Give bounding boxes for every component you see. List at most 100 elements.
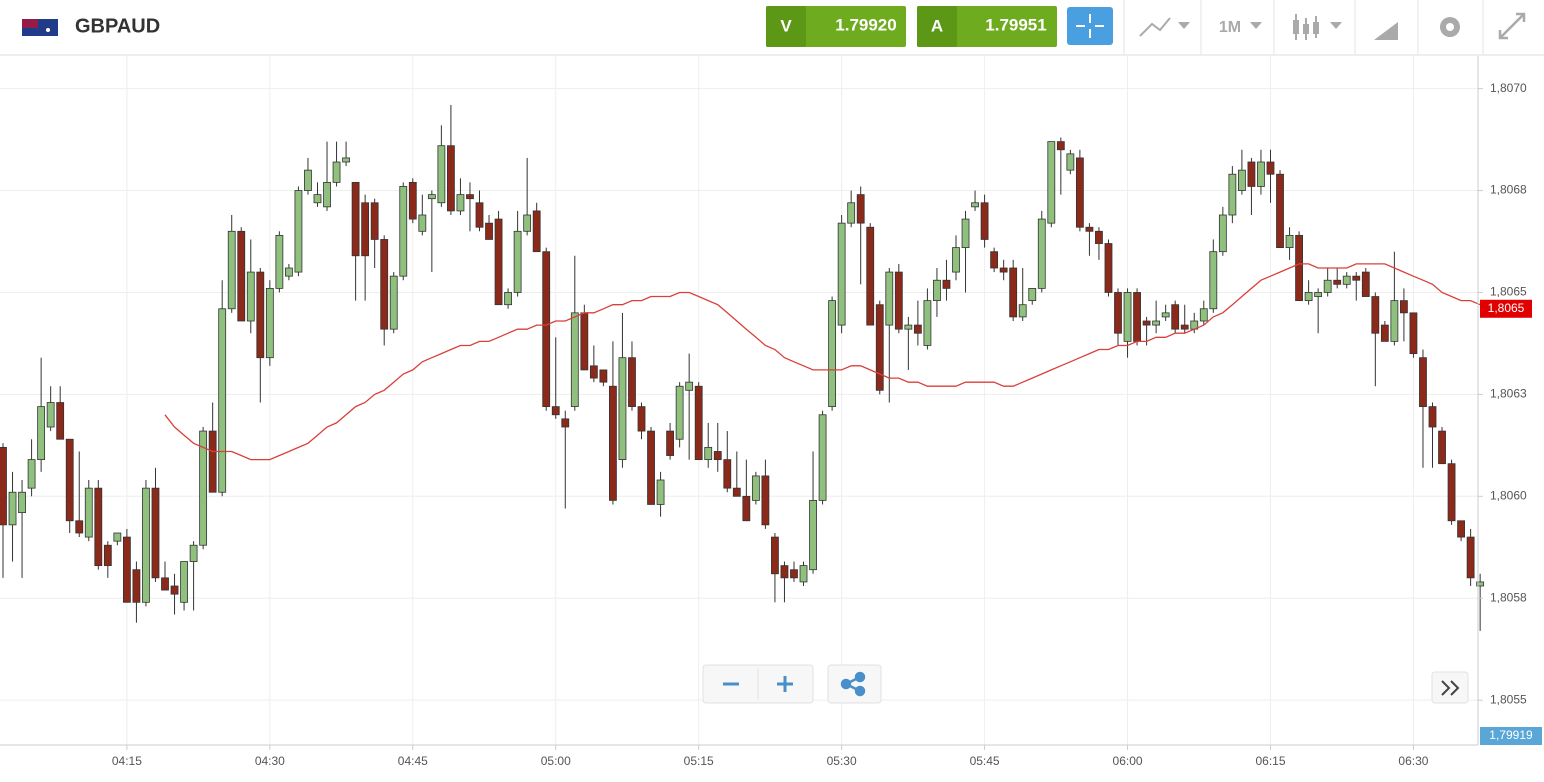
y-tick-label: 1,8068 [1490, 183, 1527, 197]
candle-body [599, 369, 608, 383]
candle-body [761, 475, 770, 526]
candle-body [856, 194, 865, 224]
share-button[interactable] [827, 664, 882, 704]
crosshair-icon [1076, 14, 1104, 38]
candle-body [542, 251, 551, 408]
candle-body [46, 402, 55, 428]
candle-body [828, 300, 837, 408]
candle-body [628, 357, 636, 408]
candle-body [1380, 324, 1389, 342]
sell-label-box [766, 6, 806, 47]
candle-body [866, 226, 875, 326]
x-tick-label: 04:15 [112, 754, 142, 768]
candle-body [704, 446, 713, 461]
candle-body [1047, 141, 1056, 224]
candle-body [732, 487, 741, 497]
candle-body [933, 279, 941, 302]
candle-body [246, 271, 255, 322]
x-tick-label: 04:30 [255, 754, 285, 768]
zoom-controls [702, 664, 1469, 704]
candle-body [94, 487, 103, 567]
y-tick-label: 1,8055 [1490, 692, 1527, 706]
candle-body [447, 145, 455, 212]
x-tick-label: 05:15 [684, 754, 714, 768]
candle-body [713, 451, 722, 461]
candle-body [961, 218, 970, 249]
candle-body [208, 430, 217, 493]
crosshair-button[interactable] [1067, 7, 1113, 45]
candle-body [618, 357, 627, 461]
symbol: GBPAUD [75, 15, 160, 37]
candle-body [399, 186, 408, 277]
plot [0, 56, 1485, 745]
candle-body [294, 190, 303, 273]
candle-body [408, 181, 417, 220]
candle-body [1028, 287, 1037, 302]
candle-body [1285, 234, 1294, 249]
candle-body [1133, 292, 1141, 342]
candle-body [1037, 218, 1046, 289]
candle-body [589, 365, 598, 379]
candle-body [799, 565, 808, 583]
candle-body [532, 210, 541, 253]
candle-body [256, 271, 265, 359]
candle-body [656, 479, 665, 505]
candle-body [771, 536, 779, 575]
x-tick-label: 06:15 [1255, 754, 1285, 768]
candle-body [161, 577, 169, 591]
candle-body [980, 202, 989, 240]
candle-body [37, 406, 46, 461]
candle-body [180, 561, 188, 603]
candle-body [313, 194, 322, 204]
y-tick-label: 1,8058 [1490, 590, 1527, 604]
sell-label: V [780, 16, 792, 35]
candle-body [723, 459, 732, 489]
candle-body [999, 267, 1008, 273]
candle-body [1142, 320, 1151, 326]
x-tick-label: 05:30 [827, 754, 857, 768]
y-tick-label: 1,8060 [1490, 488, 1527, 502]
candle-body [837, 222, 846, 326]
candle-body [389, 275, 398, 330]
candle-body [1104, 243, 1113, 293]
candle-body [304, 169, 312, 191]
candle-body [894, 271, 903, 330]
x-tick-label: 05:00 [541, 754, 571, 768]
toolbar-separators [1123, 0, 1484, 55]
candle-body [237, 230, 246, 322]
y-tick-label: 1,8065 [1490, 285, 1527, 299]
candle-body [1247, 161, 1256, 187]
candle-body [8, 491, 17, 526]
candle-body [142, 487, 150, 603]
candle-body [1018, 304, 1027, 318]
buy-label-box [917, 6, 957, 47]
candle-body [971, 202, 979, 208]
x-tick-label: 06:30 [1398, 754, 1428, 768]
candle-body [84, 487, 93, 538]
candle-body [1276, 173, 1284, 249]
timeframe[interactable]: 1M [1219, 19, 1241, 36]
candle-body [904, 324, 913, 330]
candle-body [1304, 292, 1313, 302]
x-tick-label: 05:45 [970, 754, 1000, 768]
candle-body [561, 418, 570, 428]
zoom-in[interactable] [777, 676, 793, 692]
scroll-end-button[interactable] [1431, 671, 1469, 704]
candle-body [113, 532, 122, 542]
candle-body [370, 202, 379, 240]
candle-body [56, 402, 65, 440]
candle-body [1123, 292, 1132, 342]
candle-body [1314, 292, 1323, 297]
y-tick-label: 1,8063 [1490, 387, 1527, 401]
x-tick-label: 04:45 [398, 754, 428, 768]
candle-body [1199, 308, 1208, 322]
candle-body [275, 234, 284, 289]
y-tick-label: 1,8070 [1490, 81, 1527, 95]
candle-body [1209, 251, 1218, 310]
candle-body [875, 304, 884, 391]
candle-body [885, 271, 894, 326]
toolbar-icons[interactable] [1139, 12, 1526, 40]
candle-body [1428, 406, 1437, 428]
